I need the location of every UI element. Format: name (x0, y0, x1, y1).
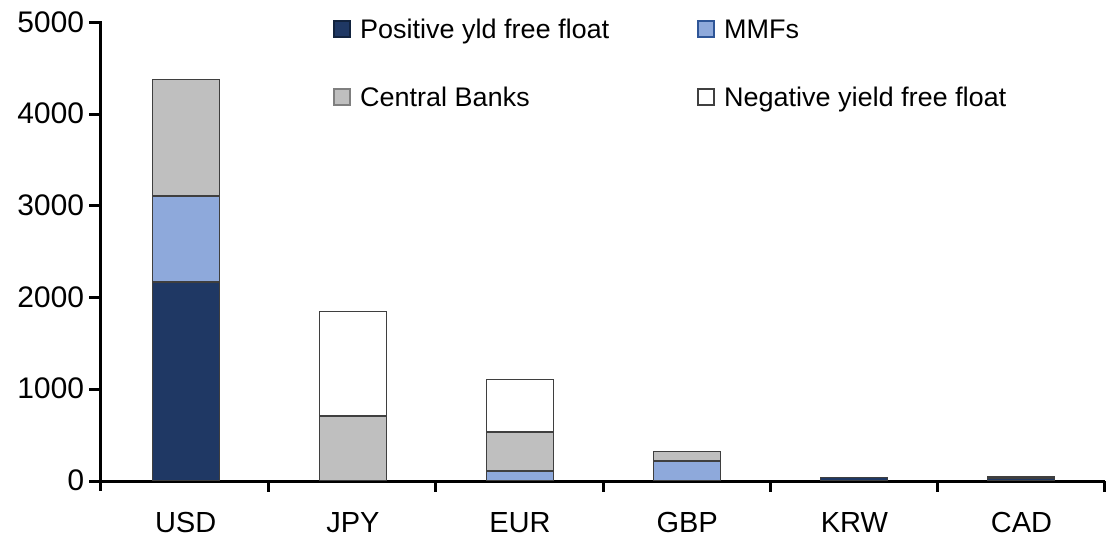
y-axis-tick-label: 3000 (17, 188, 84, 222)
x-axis-tick (1103, 481, 1106, 492)
bar-segment (151, 195, 220, 282)
legend-item-negative-yield-free-float: Negative yield free float (697, 82, 1006, 112)
y-axis-tick-label: 5000 (17, 5, 84, 39)
y-axis-tick-label: 0 (67, 464, 84, 497)
legend-label: MMFs (724, 13, 799, 44)
x-axis-tick (768, 481, 772, 492)
bar-segment (987, 475, 1056, 479)
bar-segment (485, 379, 554, 433)
legend-item-positive-yld-free-float: Positive yld free float (333, 14, 609, 44)
bar-segment (151, 79, 220, 196)
x-axis-category-label: USD (154, 507, 217, 539)
x-axis-category-label: KRW (820, 507, 888, 539)
bar-segment (485, 432, 554, 471)
x-axis-tick (434, 481, 438, 492)
y-axis-tick (89, 479, 99, 483)
y-axis-tick (89, 204, 99, 208)
negative-yield-free-float-swatch-icon (697, 88, 715, 106)
bar-segment (485, 470, 554, 481)
y-axis-tick (89, 112, 99, 116)
y-axis-tick-label: 4000 (17, 97, 84, 131)
legend-item-central-banks: Central Banks (333, 82, 530, 112)
x-axis-category-label: CAD (990, 507, 1052, 539)
legend-label: Positive yld free float (360, 13, 610, 44)
bar-segment (318, 415, 387, 481)
x-axis-category-label: GBP (656, 507, 718, 539)
x-axis-category-label: JPY (326, 507, 380, 539)
x-axis-tick (601, 481, 605, 492)
legend-label: Negative yield free float (724, 81, 1007, 112)
x-axis-tick (935, 481, 939, 492)
central-banks-swatch-icon (333, 88, 351, 106)
bar-segment (653, 450, 722, 461)
y-axis-tick (89, 296, 99, 300)
bar-segment (151, 282, 220, 481)
x-axis-category-label: EUR (489, 507, 551, 539)
positive-yld-free-float-swatch-icon (333, 20, 351, 38)
y-axis-tick (89, 387, 99, 391)
legend-item-mmfs: MMFs (697, 14, 799, 44)
x-axis-tick (267, 481, 271, 492)
y-axis-tick (89, 21, 99, 24)
bar-segment (653, 460, 722, 481)
y-axis-line (99, 21, 102, 491)
y-axis-tick-label: 1000 (17, 372, 84, 406)
legend-label: Central Banks (360, 81, 530, 112)
bar-segment (820, 476, 889, 481)
bar-segment (318, 311, 387, 416)
bar-segment (987, 478, 1056, 481)
y-axis-tick-label: 2000 (17, 280, 84, 314)
mmfs-swatch-icon (697, 20, 715, 38)
